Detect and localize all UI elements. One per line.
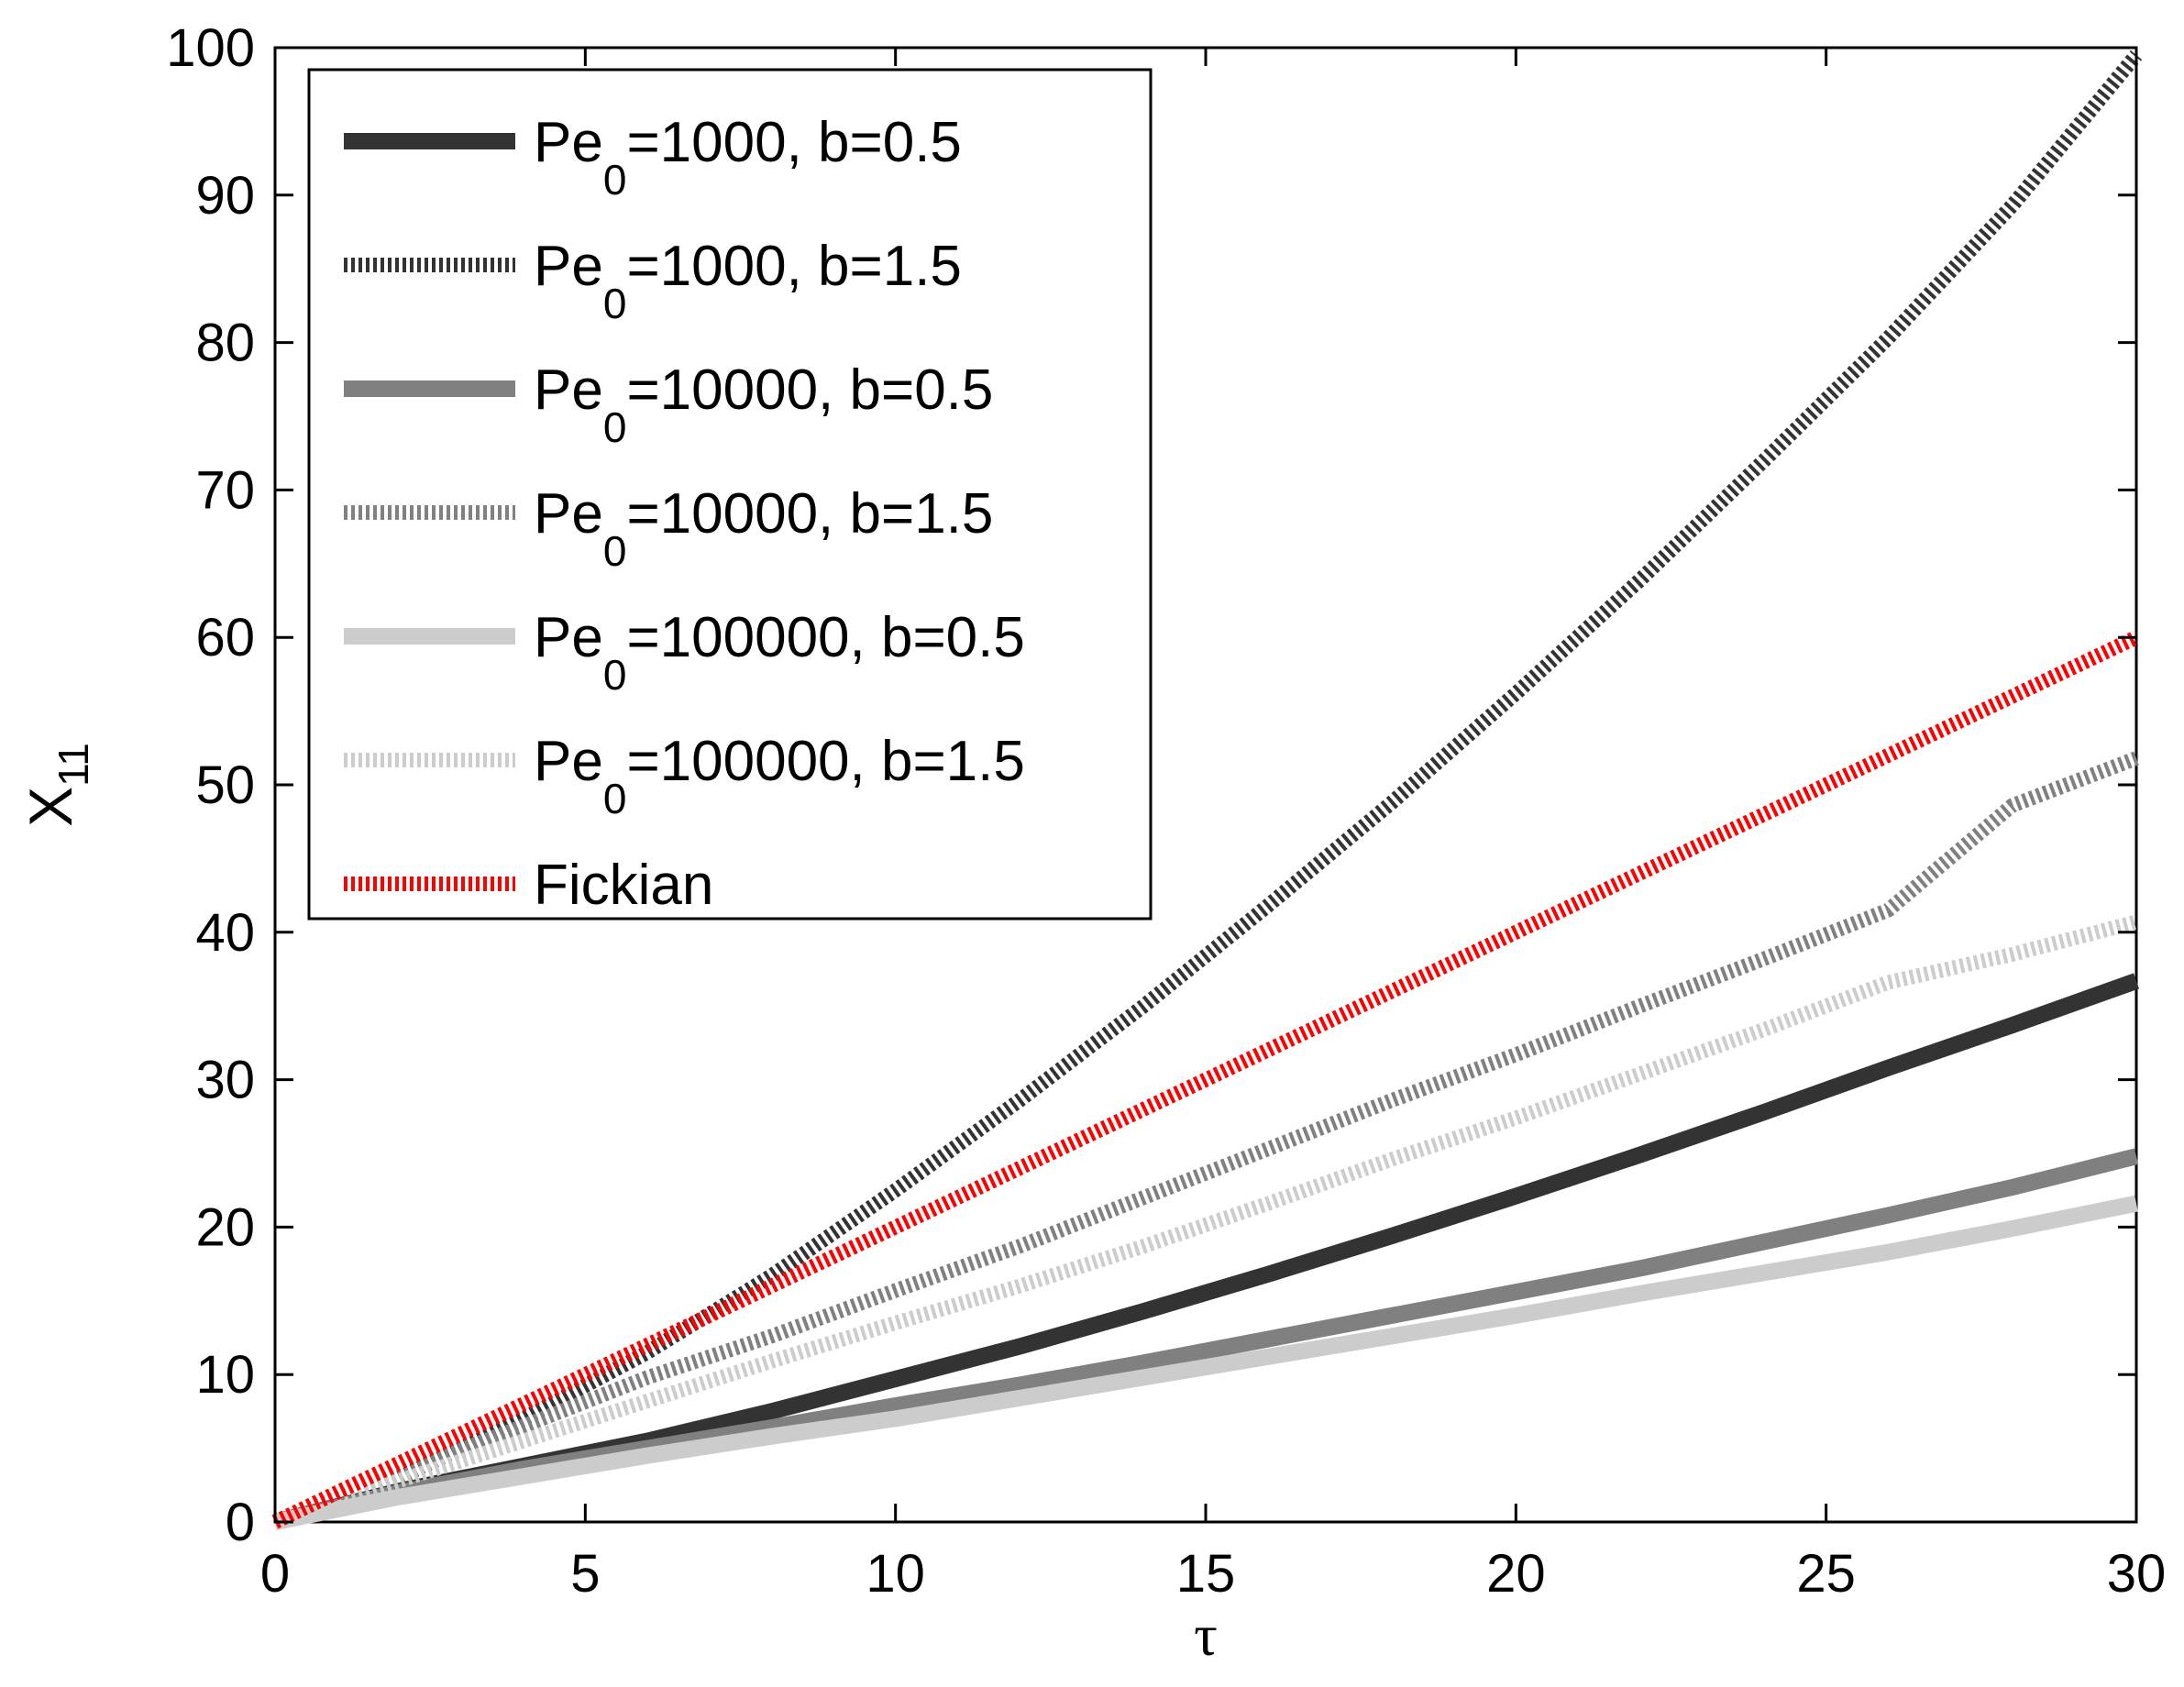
y-axis-label: X11 — [17, 743, 97, 827]
legend-label: Pe0=100000, b=0.5 — [534, 606, 1025, 699]
series-line-7 — [271, 630, 2140, 1529]
y-tick-label: 70 — [195, 460, 255, 520]
legend-label-main: Pe — [534, 482, 603, 546]
legend-entry-2: Pe0=1000, b=1.5 — [344, 235, 962, 327]
legend-label-rest: =10000, b=0.5 — [626, 358, 993, 422]
x-tick-label: 25 — [1796, 1544, 1856, 1604]
x-tick-label: 10 — [866, 1544, 925, 1604]
x-tick-label: 15 — [1176, 1544, 1236, 1604]
y-tick-label: 100 — [166, 18, 255, 78]
legend-label-rest: =1000, b=0.5 — [626, 111, 961, 174]
y-tick-label: 80 — [195, 314, 255, 373]
legend-label-main: Pe — [534, 235, 603, 298]
legend-entry-3: Pe0=10000, b=0.5 — [344, 358, 993, 451]
legend-label-sub: 0 — [603, 527, 627, 575]
legend-entry-7: Fickian — [344, 854, 713, 917]
series-line-2 — [272, 50, 2143, 1529]
x-tick-label: 5 — [570, 1544, 600, 1604]
legend-entry-6: Pe0=100000, b=1.5 — [344, 730, 1025, 822]
y-axis-label-main: X — [17, 787, 84, 827]
legend-label: Fickian — [534, 854, 713, 917]
series-5 — [273, 1195, 2138, 1530]
y-axis-label-sub: 11 — [50, 743, 97, 787]
series-line-5 — [273, 1195, 2138, 1530]
legend-label: Pe0=1000, b=1.5 — [534, 235, 962, 327]
series-line-6 — [272, 914, 2139, 1529]
legend-label-main: Pe — [534, 730, 603, 793]
legend-entry-1: Pe0=1000, b=0.5 — [344, 111, 962, 204]
axes-layer: 0 5 10 15 20 25 30 0 10 20 30 40 50 60 70 80 90 100 — [166, 18, 2166, 1604]
legend-label: Pe0=100000, b=1.5 — [534, 730, 1025, 822]
legend-label-rest: =100000, b=0.5 — [626, 606, 1024, 669]
x-tick-label: 20 — [1486, 1544, 1546, 1604]
legend-label-rest: =10000, b=1.5 — [626, 482, 993, 546]
y-tick-label: 50 — [195, 755, 255, 815]
series-7 — [271, 630, 2140, 1529]
legend-box — [307, 68, 1153, 921]
y-tick-label: 10 — [195, 1345, 255, 1405]
x-tick-label: 30 — [2107, 1544, 2167, 1604]
legend-label-main: Pe — [534, 358, 603, 422]
legend-label-rest: =1000, b=1.5 — [626, 235, 961, 298]
y-tick-label: 60 — [195, 608, 255, 667]
series-line-4 — [272, 751, 2139, 1529]
legend-label-sub: 0 — [603, 651, 627, 699]
legend-label: Pe0=10000, b=0.5 — [534, 358, 993, 451]
series-layer — [271, 50, 2143, 1530]
legend-label-sub: 0 — [603, 280, 627, 327]
legend-label-main: Pe — [534, 111, 603, 174]
legend-label-sub: 0 — [603, 156, 627, 204]
legend-label-main: Pe — [534, 606, 603, 669]
y-tick-label: 40 — [195, 903, 255, 963]
legend-label-rest: =100000, b=1.5 — [626, 730, 1024, 793]
legend-label: Pe0=10000, b=1.5 — [534, 482, 993, 575]
series-4 — [272, 751, 2139, 1529]
series-6 — [272, 914, 2139, 1529]
legend-label: Pe0=1000, b=0.5 — [534, 111, 962, 204]
y-tick-label: 30 — [195, 1051, 255, 1110]
series-2 — [272, 50, 2143, 1529]
legend-label-sub: 0 — [603, 775, 627, 822]
legend-label-sub: 0 — [603, 403, 627, 451]
y-tick-label: 0 — [226, 1493, 255, 1552]
legend-entry-5: Pe0=100000, b=0.5 — [344, 606, 1025, 699]
x-tick-label: 0 — [260, 1544, 290, 1604]
legend-label-main: Fickian — [534, 854, 713, 917]
y-tick-label: 90 — [195, 166, 255, 226]
legend-entry-4: Pe0=10000, b=1.5 — [344, 482, 993, 575]
x-axis-label: τ — [1194, 1603, 1218, 1668]
y-tick-label: 20 — [195, 1197, 255, 1257]
